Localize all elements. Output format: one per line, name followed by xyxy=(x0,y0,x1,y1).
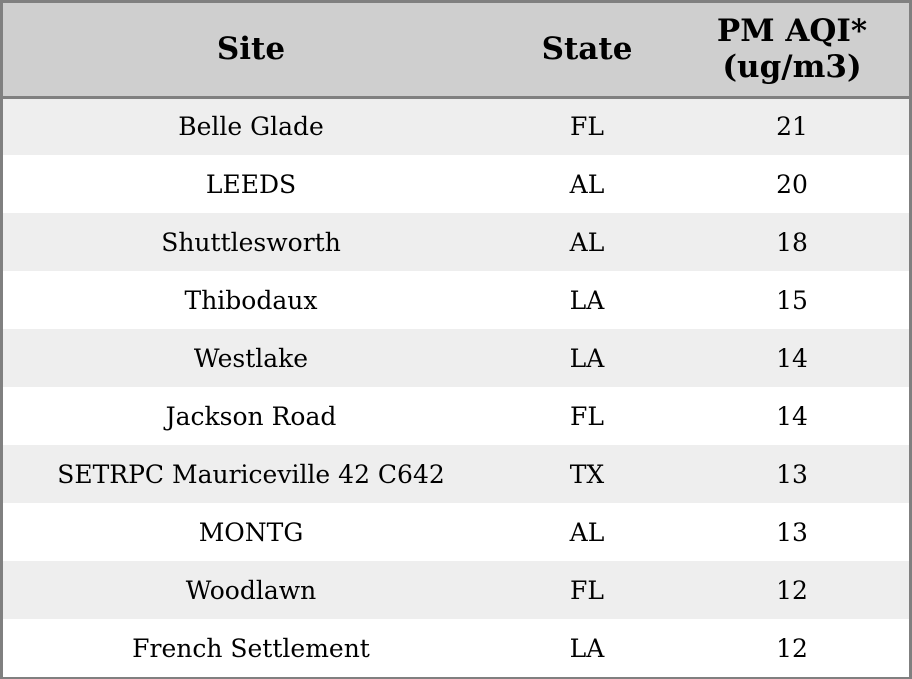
cell-site: Belle Glade xyxy=(178,112,324,142)
header-pm-aqi-unit: (ug/m3) xyxy=(722,49,862,86)
cell-state: FL xyxy=(570,575,604,605)
cell-pm: 15 xyxy=(776,285,808,315)
cell-state: TX xyxy=(569,459,605,489)
cell-pm: 12 xyxy=(776,575,808,605)
cell-site: MONTG xyxy=(198,517,304,547)
cell-site: Westlake xyxy=(193,343,309,373)
table-row: Belle Glade FL 21 xyxy=(3,97,909,155)
header-pm-aqi: PM AQI* (ug/m3) xyxy=(675,3,909,99)
cell-state: LA xyxy=(569,285,605,315)
cell-pm: 13 xyxy=(776,459,808,489)
table-row: SETRPC Mauriceville 42 C642 TX 13 xyxy=(3,445,909,503)
cell-state: AL xyxy=(569,517,605,547)
cell-state: AL xyxy=(569,169,605,199)
cell-site: Jackson Road xyxy=(165,401,337,431)
table-row: Thibodaux LA 15 xyxy=(3,271,909,329)
table-row: Shuttlesworth AL 18 xyxy=(3,213,909,271)
cell-state: FL xyxy=(570,112,604,142)
table-row: MONTG AL 13 xyxy=(3,503,909,561)
cell-pm: 13 xyxy=(776,517,808,547)
cell-site: Shuttlesworth xyxy=(161,227,341,257)
header-pm-aqi-line1: PM AQI* xyxy=(716,13,868,50)
cell-pm: 20 xyxy=(776,169,808,199)
cell-pm: 14 xyxy=(776,343,808,373)
header-row: Site State PM AQI* (ug/m3) xyxy=(3,3,909,99)
table-body: Belle Glade FL 21 LEEDS AL 20 Shuttleswo… xyxy=(3,97,909,677)
cell-site: Woodlawn xyxy=(185,575,317,605)
table-row: Jackson Road FL 14 xyxy=(3,387,909,445)
cell-pm: 18 xyxy=(776,227,808,257)
cell-pm: 14 xyxy=(776,401,808,431)
cell-state: AL xyxy=(569,227,605,257)
header-state: State xyxy=(499,3,675,99)
table-row: Woodlawn FL 12 xyxy=(3,561,909,619)
table-header: Site State PM AQI* (ug/m3) xyxy=(3,3,909,99)
table-row: LEEDS AL 20 xyxy=(3,155,909,213)
cell-site: French Settlement xyxy=(132,633,370,663)
cell-site: LEEDS xyxy=(205,169,297,199)
table-row: French Settlement LA 12 xyxy=(3,619,909,677)
cell-site: SETRPC Mauriceville 42 C642 xyxy=(57,459,445,489)
cell-state: LA xyxy=(569,633,605,663)
data-table: Site State PM AQI* (ug/m3) Belle Glade F… xyxy=(3,3,909,677)
table-row: Westlake LA 14 xyxy=(3,329,909,387)
cell-state: LA xyxy=(569,343,605,373)
cell-pm: 21 xyxy=(776,112,808,142)
cell-state: FL xyxy=(570,401,604,431)
cell-site: Thibodaux xyxy=(184,285,318,315)
header-site: Site xyxy=(3,3,499,99)
cell-pm: 12 xyxy=(776,633,808,663)
